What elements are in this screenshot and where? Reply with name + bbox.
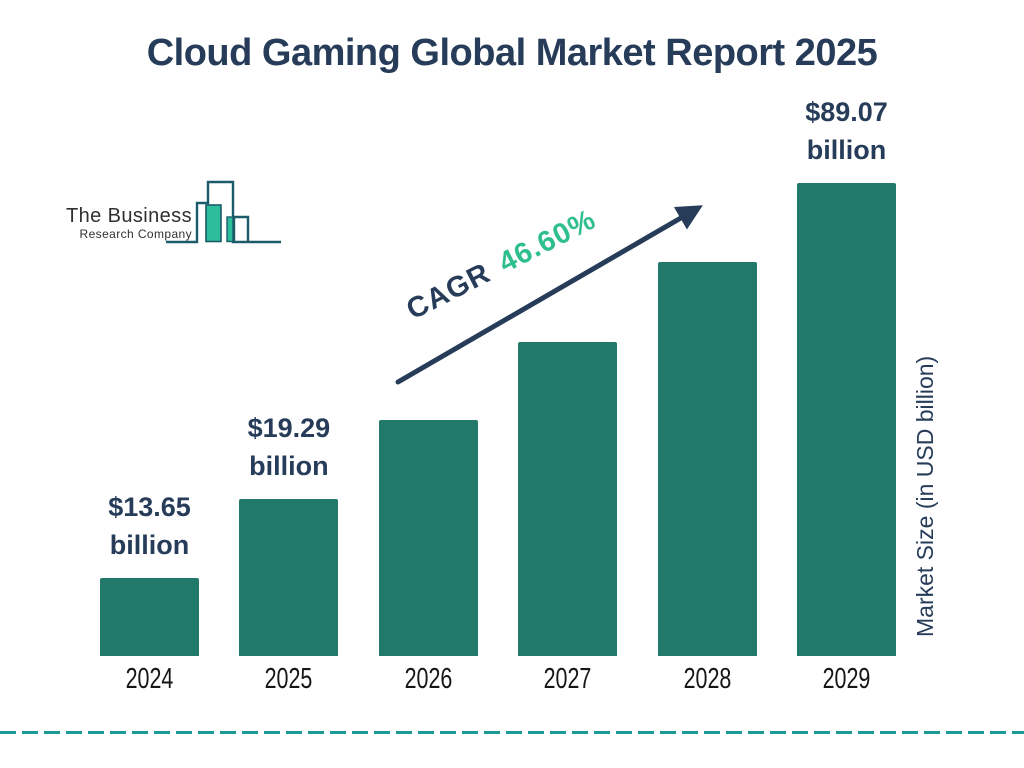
value-label-line: $13.65 [108,492,191,522]
logo-text: The Business Research Company [60,206,192,241]
y-axis-label: Market Size (in USD billion) [912,355,938,637]
logo-green-bar-small [226,216,234,243]
value-label-line: $19.29 [247,413,331,443]
growth-arrow [395,205,703,385]
bottom-dashed-divider [0,731,1024,734]
logo-text-line2: Research Company [79,227,192,241]
company-logo: The Business Research Company [60,178,286,248]
value-label-2029: $89.07 billion [757,93,937,169]
bar-2029 [797,183,896,656]
bar-2026 [378,420,478,656]
logo-skyline-path [166,180,281,244]
value-label-line: $89.07 [805,97,888,127]
year-label-2029: 2029 [822,663,871,695]
bar-2028 [657,262,757,656]
logo-text-line1: The Business [66,205,192,227]
year-label-2026: 2026 [404,663,453,695]
value-label-2025: $19.29 billion [199,409,379,485]
year-label-2025: 2025 [265,663,313,695]
year-label-2028: 2028 [683,663,731,695]
value-label-line: billion [249,451,329,481]
year-label-2024: 2024 [125,663,174,695]
bar-2024 [100,578,199,656]
value-label-line: billion [806,135,887,165]
logo-bar-chart-icon [166,180,281,244]
bar-2025 [239,499,339,656]
value-label-2024: $13.65 billion [60,488,240,564]
growth-arrow-line [395,205,703,385]
bar-2027 [518,342,618,656]
value-label-line: billion [109,530,190,560]
logo-green-bar-large [205,204,222,243]
year-label-2027: 2027 [543,663,592,695]
page-title: Cloud Gaming Global Market Report 2025 [146,32,878,74]
